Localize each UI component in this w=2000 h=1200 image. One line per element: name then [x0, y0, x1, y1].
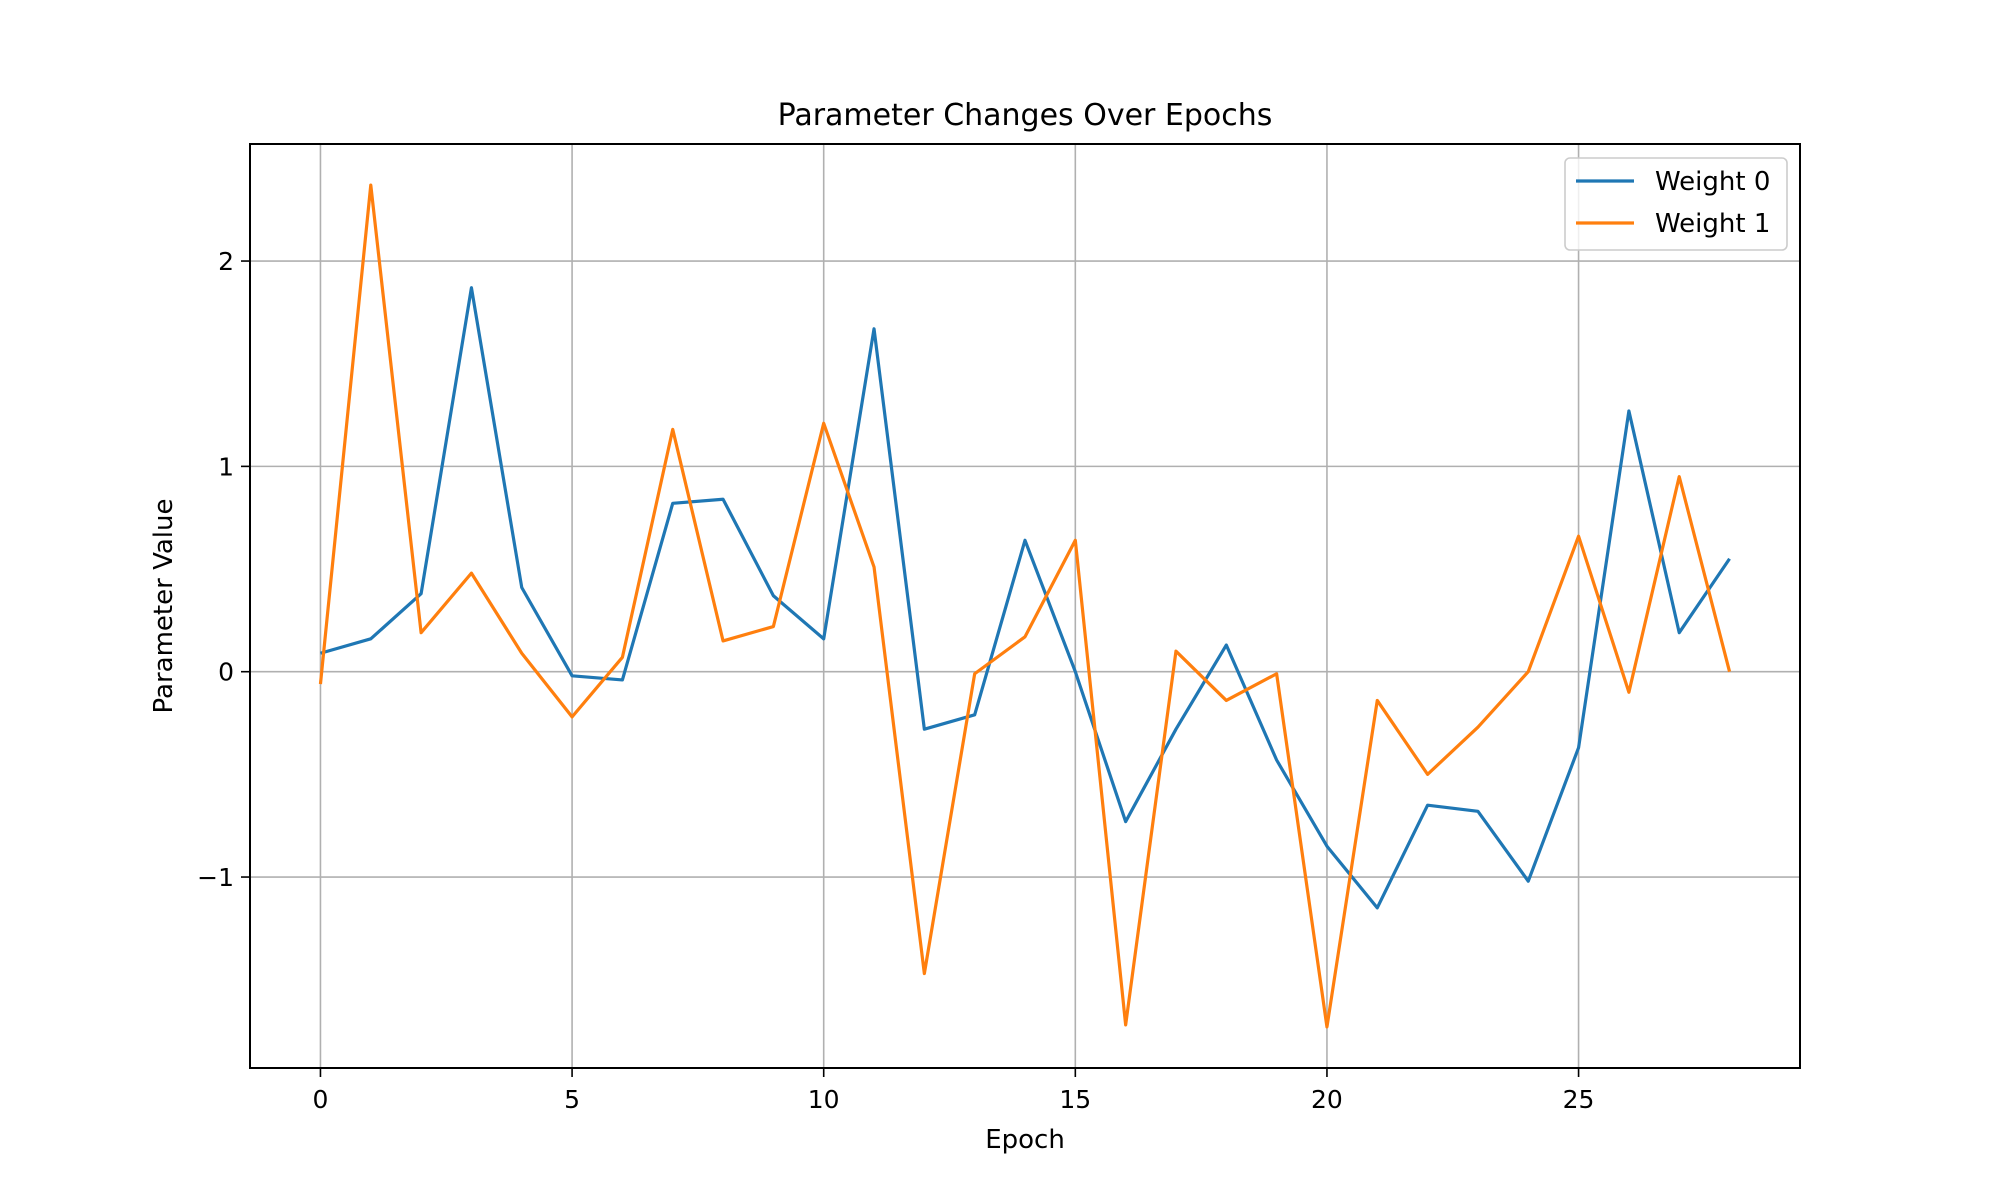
- grid-lines: [250, 144, 1800, 1068]
- x-tick-label: 25: [1563, 1085, 1595, 1114]
- x-tick-label: 15: [1059, 1085, 1091, 1114]
- x-axis-label: Epoch: [985, 1125, 1065, 1155]
- x-tick-label: 10: [808, 1085, 840, 1114]
- legend-label-weight-1: Weight 1: [1655, 209, 1770, 239]
- y-tick-label: 2: [218, 247, 234, 276]
- series-line-weight-1: [318, 183, 1732, 1029]
- x-tick-label: 20: [1311, 1085, 1343, 1114]
- y-axis-label: Parameter Value: [149, 499, 179, 714]
- y-tick-label: −1: [197, 863, 234, 892]
- plot-frame: [249, 143, 1801, 1069]
- legend-label-weight-0: Weight 0: [1655, 167, 1770, 197]
- x-tick-label: 0: [313, 1085, 329, 1114]
- legend: Weight 0 Weight 1: [1564, 157, 1788, 251]
- series-lines: [318, 183, 1732, 1029]
- y-tick-label: 0: [218, 658, 234, 687]
- axis-ticks: 0 5 10 15 20 25 −1 0 1 2: [197, 247, 1594, 1114]
- x-tick-label: 5: [564, 1085, 580, 1114]
- series-line-weight-0: [320, 286, 1731, 910]
- y-tick-label: 1: [218, 452, 234, 481]
- chart-title: Parameter Changes Over Epochs: [778, 98, 1273, 133]
